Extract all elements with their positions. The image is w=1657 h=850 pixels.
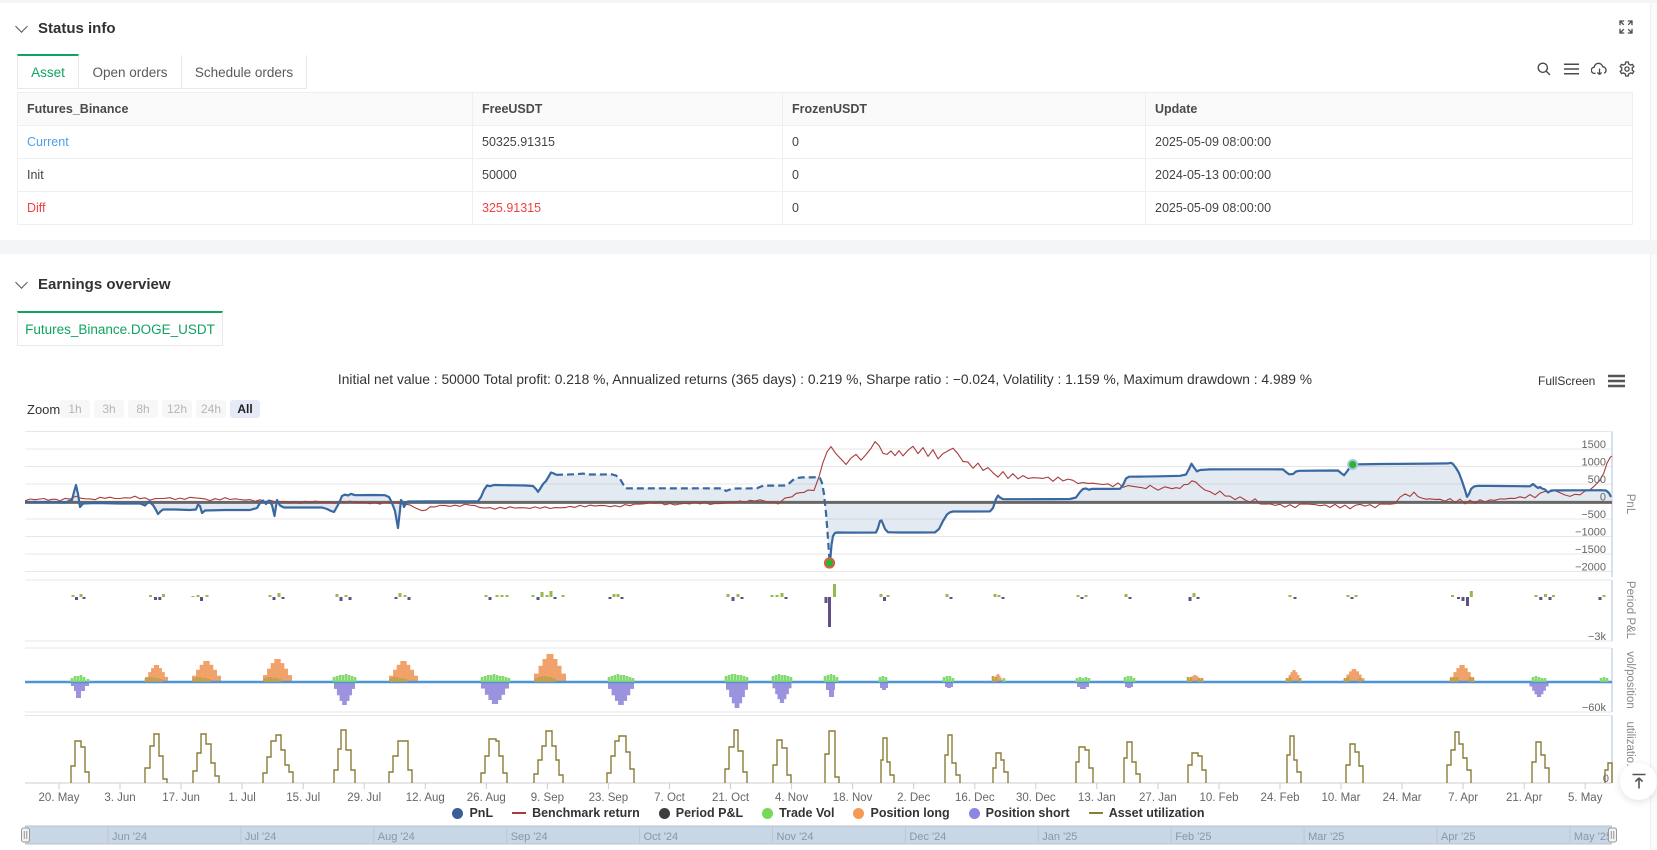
svg-text:18. Nov: 18. Nov	[833, 792, 873, 804]
svg-text:Jun '24: Jun '24	[112, 831, 147, 843]
svg-text:7. Oct: 7. Oct	[654, 792, 685, 804]
svg-text:12. Aug: 12. Aug	[406, 792, 445, 804]
svg-text:10. Mar: 10. Mar	[1322, 792, 1361, 804]
svg-text:4. Nov: 4. Nov	[775, 792, 808, 804]
svg-text:−3k: −3k	[1588, 631, 1607, 643]
svg-text:21. Apr: 21. Apr	[1506, 792, 1543, 804]
svg-text:PnL: PnL	[1624, 494, 1636, 515]
svg-text:0: 0	[1603, 773, 1609, 785]
svg-text:Dec '24: Dec '24	[909, 831, 946, 843]
svg-text:3. Jun: 3. Jun	[104, 792, 135, 804]
svg-text:500: 500	[1588, 474, 1606, 486]
svg-text:23. Sep: 23. Sep	[589, 792, 629, 804]
svg-text:1500: 1500	[1582, 439, 1606, 451]
svg-text:2. Dec: 2. Dec	[897, 792, 930, 804]
svg-text:vol/position: vol/position	[1624, 651, 1636, 709]
svg-text:Nov '24: Nov '24	[777, 831, 814, 843]
svg-text:24. Mar: 24. Mar	[1383, 792, 1422, 804]
svg-text:Jul '24: Jul '24	[245, 831, 276, 843]
svg-text:−2000: −2000	[1575, 562, 1606, 574]
svg-text:Sep '24: Sep '24	[511, 831, 548, 843]
svg-text:21. Oct: 21. Oct	[712, 792, 750, 804]
svg-text:utilizatio…: utilizatio…	[1624, 721, 1636, 774]
svg-text:17. Jun: 17. Jun	[162, 792, 200, 804]
svg-text:13. Jan: 13. Jan	[1078, 792, 1116, 804]
svg-text:Apr '25: Apr '25	[1441, 831, 1476, 843]
svg-text:−1000: −1000	[1575, 527, 1606, 539]
svg-text:Jan '25: Jan '25	[1042, 831, 1077, 843]
svg-text:Mar '25: Mar '25	[1308, 831, 1344, 843]
svg-text:29. Jul: 29. Jul	[347, 792, 381, 804]
svg-text:30. Dec: 30. Dec	[1016, 792, 1056, 804]
svg-text:Period P&L: Period P&L	[1624, 581, 1636, 640]
svg-text:0: 0	[1600, 492, 1606, 504]
svg-text:27. Jan: 27. Jan	[1139, 792, 1177, 804]
svg-text:20. May: 20. May	[39, 792, 80, 804]
svg-text:16. Dec: 16. Dec	[955, 792, 995, 804]
svg-text:1000: 1000	[1582, 457, 1606, 469]
svg-text:1. Jul: 1. Jul	[228, 792, 256, 804]
svg-text:5. May: 5. May	[1568, 792, 1603, 804]
svg-text:24. Feb: 24. Feb	[1261, 792, 1300, 804]
svg-text:7. Apr: 7. Apr	[1448, 792, 1478, 804]
svg-text:−500: −500	[1581, 509, 1606, 521]
svg-text:−1500: −1500	[1575, 544, 1606, 556]
svg-text:Oct '24: Oct '24	[644, 831, 679, 843]
svg-text:26. Aug: 26. Aug	[467, 792, 506, 804]
svg-text:15. Jul: 15. Jul	[286, 792, 320, 804]
svg-text:Feb '25: Feb '25	[1175, 831, 1211, 843]
svg-text:9. Sep: 9. Sep	[531, 792, 564, 804]
svg-text:10. Feb: 10. Feb	[1200, 792, 1239, 804]
svg-text:−60k: −60k	[1582, 702, 1607, 714]
svg-text:May '25: May '25	[1574, 831, 1612, 843]
svg-text:Aug '24: Aug '24	[378, 831, 415, 843]
